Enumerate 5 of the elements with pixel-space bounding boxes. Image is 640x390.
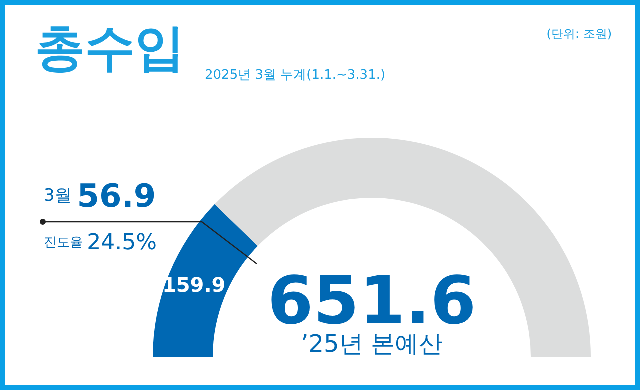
- chart-subtitle: 2025년 3월 누계(1.1.~3.31.): [205, 68, 386, 83]
- text: (단위: 조원): [546, 27, 612, 41]
- text: 진도율 24.5%: [44, 230, 158, 256]
- chart-title: 총수입: [35, 19, 185, 77]
- data-label: 159.9: [162, 272, 226, 297]
